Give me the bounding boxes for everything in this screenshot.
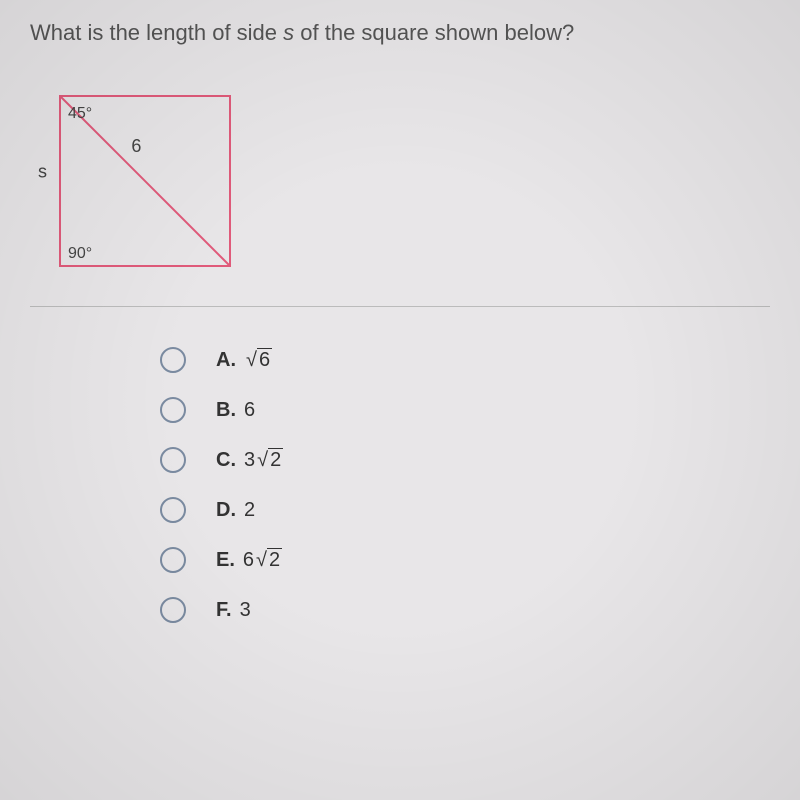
sqrt-symbol: 2 <box>254 549 282 572</box>
sqrt-radicand: 6 <box>257 348 272 371</box>
option-content: E. 62 <box>216 549 282 572</box>
option-content: D. 2 <box>216 499 255 522</box>
radio-button[interactable] <box>160 447 186 473</box>
option-value: 62 <box>243 549 282 571</box>
angle-top-left-label: 45° <box>68 105 92 122</box>
sqrt-radicand: 2 <box>268 448 283 471</box>
question-prefix: What is the length of side <box>30 20 283 45</box>
answer-options: A.6B.6C.32D.2E.62F.3 <box>160 347 770 623</box>
radio-button[interactable] <box>160 597 186 623</box>
option-row[interactable]: F. 3 <box>160 597 770 623</box>
option-content: F. 3 <box>216 599 251 622</box>
sqrt-symbol: 2 <box>255 449 283 472</box>
option-letter: B. <box>216 399 236 421</box>
option-value: 3 <box>240 599 251 621</box>
option-row[interactable]: C. 32 <box>160 447 770 473</box>
option-content: A. 6 <box>216 349 272 372</box>
radio-button[interactable] <box>160 547 186 573</box>
square-diagram: 45° 90° 6 s <box>30 86 240 286</box>
option-value: 32 <box>244 449 283 471</box>
option-content: C. 32 <box>216 449 283 472</box>
sqrt-radicand: 2 <box>267 548 282 571</box>
radio-button[interactable] <box>160 497 186 523</box>
question-suffix: of the square shown below? <box>300 20 574 45</box>
option-coefficient: 6 <box>243 549 254 571</box>
option-letter: E. <box>216 549 235 571</box>
option-letter: C. <box>216 449 236 471</box>
option-value: 6 <box>244 399 255 421</box>
sqrt-symbol: 6 <box>244 349 272 372</box>
radio-button[interactable] <box>160 397 186 423</box>
option-letter: A. <box>216 349 236 371</box>
option-row[interactable]: E. 62 <box>160 547 770 573</box>
option-value: 6 <box>244 349 272 371</box>
option-letter: F. <box>216 599 232 621</box>
question-variable: s <box>283 20 300 45</box>
option-row[interactable]: B. 6 <box>160 397 770 423</box>
option-value: 2 <box>244 499 255 521</box>
section-divider <box>30 306 770 307</box>
geometry-figure: 45° 90° 6 s <box>30 86 240 286</box>
diagonal-length-label: 6 <box>131 136 141 156</box>
option-coefficient: 3 <box>244 449 255 471</box>
option-row[interactable]: A. 6 <box>160 347 770 373</box>
option-letter: D. <box>216 499 236 521</box>
angle-bottom-left-label: 90° <box>68 245 92 262</box>
question-text: What is the length of side s of the squa… <box>30 20 770 46</box>
option-content: B. 6 <box>216 399 255 422</box>
option-row[interactable]: D. 2 <box>160 497 770 523</box>
side-length-label: s <box>38 162 47 182</box>
radio-button[interactable] <box>160 347 186 373</box>
